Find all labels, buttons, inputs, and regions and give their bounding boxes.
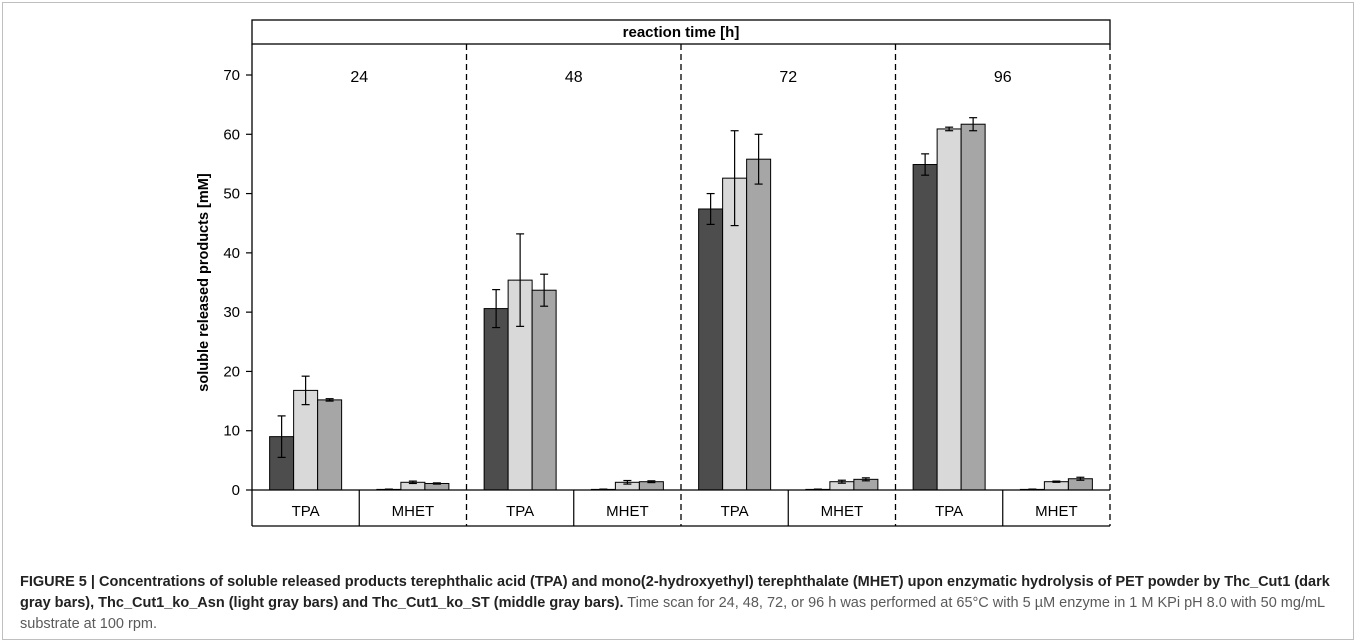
panel-label: 72	[779, 69, 797, 86]
y-tick-label: 40	[223, 245, 240, 262]
y-tick-label: 70	[223, 67, 240, 84]
panel-label: 96	[994, 69, 1012, 86]
bar	[722, 177, 748, 491]
y-tick-label: 30	[223, 304, 240, 321]
bar	[293, 389, 319, 491]
panel-label: 24	[350, 69, 368, 86]
bar	[960, 123, 986, 491]
x-tick-label: TPA	[506, 503, 534, 520]
x-tick-label: TPA	[721, 503, 749, 520]
y-tick-label: 0	[232, 482, 240, 499]
bar	[483, 308, 509, 491]
x-tick-label: MHET	[392, 503, 435, 520]
x-tick-label: MHET	[821, 503, 864, 520]
x-tick-label: TPA	[292, 503, 320, 520]
y-tick-label: 50	[223, 186, 240, 203]
bar	[698, 208, 724, 491]
x-tick-label: MHET	[1035, 503, 1078, 520]
caption-body: Time scan for 24, 48, 72, or 96 h was pe…	[20, 595, 1325, 632]
bar	[936, 128, 962, 491]
y-tick-label: 60	[223, 126, 240, 143]
bar-chart: reaction time [h] 0 10 20 30 40 50 60 70 soluble …	[196, 19, 1111, 527]
bar	[746, 158, 772, 491]
bar	[1043, 481, 1069, 491]
y-tick-label: 20	[223, 363, 240, 380]
caption-bold: FIGURE 5 | Concentrations of soluble rel…	[20, 574, 1330, 611]
x-tick-label: TPA	[935, 503, 963, 520]
chart-title: reaction time [h]	[623, 24, 740, 41]
bar	[317, 399, 343, 491]
figure-caption: FIGURE 5 | Concentrations of soluble rel…	[20, 572, 1340, 635]
bar	[531, 289, 557, 491]
x-tick-label: MHET	[606, 503, 649, 520]
bar	[912, 164, 938, 491]
y-axis-label: soluble released products [mM]	[196, 173, 212, 392]
y-tick-label: 10	[223, 423, 240, 440]
panel-label: 48	[565, 69, 583, 86]
